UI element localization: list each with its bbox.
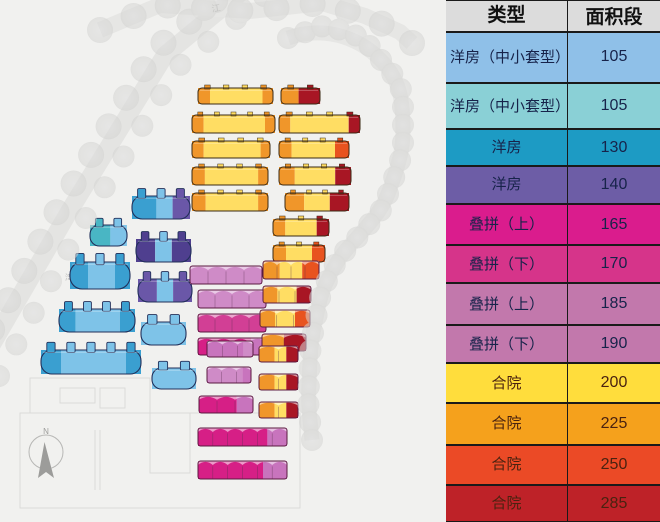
svg-text:N: N — [43, 427, 49, 436]
